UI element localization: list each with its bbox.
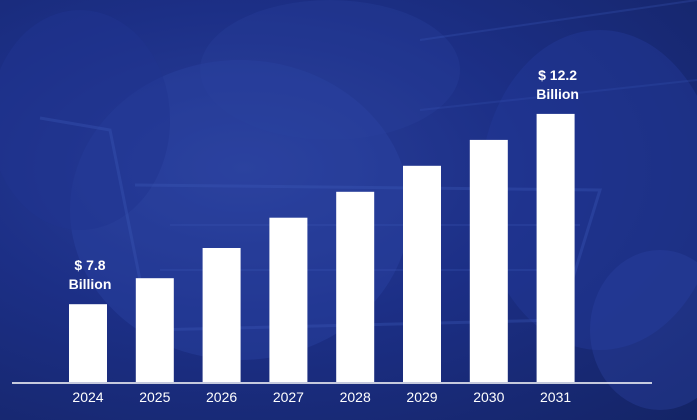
background-blob <box>480 30 697 350</box>
background-blob <box>200 0 460 140</box>
bars-layer <box>69 113 575 383</box>
shelf-line <box>419 79 697 111</box>
data-label-amount: $ 12.2 <box>538 67 577 83</box>
x-tick-label-2028: 2028 <box>340 389 371 405</box>
bar-2026 <box>202 248 241 382</box>
data-label-unit: Billion <box>536 86 579 102</box>
bar-2027 <box>269 217 308 382</box>
x-tick-label-2027: 2027 <box>273 389 304 405</box>
data-label-amount: $ 7.8 <box>74 257 105 273</box>
bar-2031 <box>536 113 575 383</box>
x-tick-label-2030: 2030 <box>473 389 504 405</box>
data-label-2031: $ 12.2 Billion <box>536 67 579 102</box>
shelf-line <box>419 0 697 41</box>
background-blob <box>590 250 697 410</box>
x-tick-label-2026: 2026 <box>206 389 237 405</box>
background-blob <box>0 10 170 230</box>
x-tick-labels: 2024 2025 2026 2027 2028 2029 2030 2031 <box>72 389 571 405</box>
bar-2030 <box>469 139 508 382</box>
bar-2025 <box>135 278 174 382</box>
data-label-2024: $ 7.8 Billion <box>69 257 112 292</box>
x-tick-label-2029: 2029 <box>406 389 437 405</box>
x-tick-label-2031: 2031 <box>540 389 571 405</box>
x-tick-label-2025: 2025 <box>139 389 170 405</box>
bar-2024 <box>69 304 107 382</box>
data-label-unit: Billion <box>69 276 112 292</box>
bar-2029 <box>403 165 441 382</box>
x-tick-label-2024: 2024 <box>72 389 103 405</box>
bar-2028 <box>336 191 375 382</box>
data-labels: $ 7.8 Billion $ 12.2 Billion <box>69 67 579 292</box>
